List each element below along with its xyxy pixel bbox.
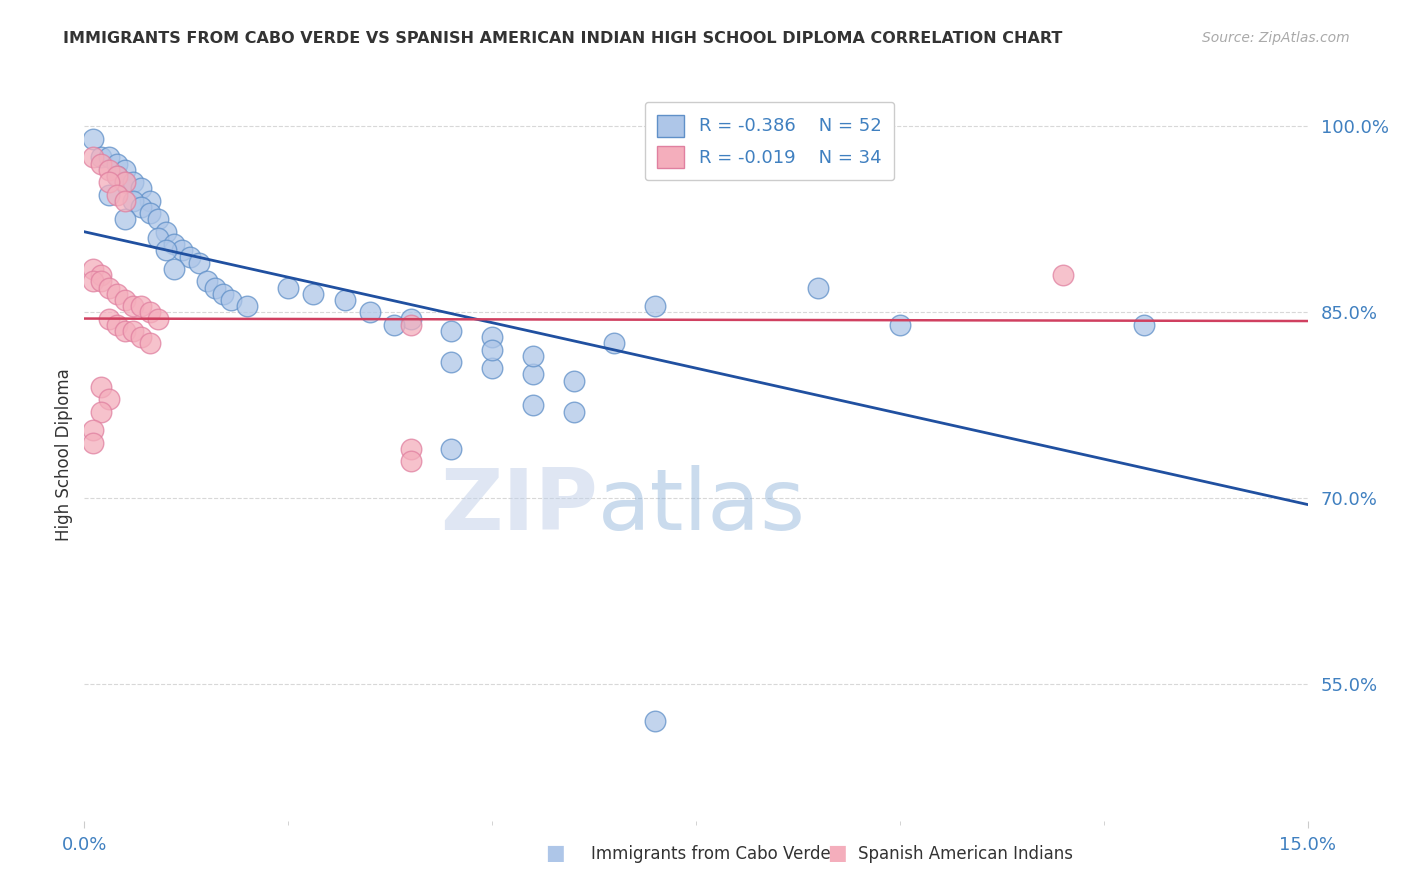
Point [122,175,145,189]
Point [301,286,323,301]
Point [105,187,128,202]
Point [97,392,120,406]
Point [1133,318,1156,332]
Point [172,244,194,258]
Point [603,336,626,351]
Point [90,156,112,170]
Point [163,262,186,277]
Point [114,324,136,338]
Point [90,150,112,164]
Point [1052,268,1074,282]
Point [163,237,186,252]
Point [195,274,218,288]
Point [97,175,120,189]
Point [889,318,911,332]
Point [187,256,209,270]
Point [82,132,104,146]
Point [114,175,136,189]
Point [562,374,585,388]
Text: ■: ■ [546,843,565,863]
Point [131,330,153,344]
Point [131,299,153,313]
Point [105,169,128,183]
Point [97,187,120,202]
Point [105,156,128,170]
Point [399,311,422,326]
Point [440,442,463,456]
Point [481,330,503,344]
Point [219,293,242,307]
Point [399,318,422,332]
Point [138,305,160,319]
Text: ■: ■ [827,843,846,863]
Point [122,194,145,208]
Point [335,293,357,307]
Point [97,150,120,164]
Point [204,280,226,294]
Point [481,343,503,357]
Text: IMMIGRANTS FROM CABO VERDE VS SPANISH AMERICAN INDIAN HIGH SCHOOL DIPLOMA CORREL: IMMIGRANTS FROM CABO VERDE VS SPANISH AM… [63,31,1063,46]
Point [105,286,128,301]
Point [807,280,830,294]
Point [481,361,503,376]
Point [562,404,585,418]
Point [155,244,177,258]
Point [90,380,112,394]
Point [146,311,169,326]
Point [522,368,544,382]
Point [522,398,544,412]
Point [146,231,169,245]
Point [440,355,463,369]
Legend: R = -0.386    N = 52, R = -0.019    N = 34: R = -0.386 N = 52, R = -0.019 N = 34 [644,102,894,180]
Text: atlas: atlas [598,465,806,548]
Point [277,280,299,294]
Point [82,274,104,288]
Y-axis label: High School Diploma: High School Diploma [55,368,73,541]
Point [114,175,136,189]
Point [644,299,666,313]
Point [82,150,104,164]
Point [114,162,136,177]
Point [97,280,120,294]
Text: Immigrants from Cabo Verde: Immigrants from Cabo Verde [591,846,831,863]
Point [105,318,128,332]
Point [90,274,112,288]
Point [122,299,145,313]
Point [236,299,259,313]
Point [138,336,160,351]
Point [105,169,128,183]
Point [90,404,112,418]
Point [212,286,235,301]
Point [359,305,381,319]
Point [138,194,160,208]
Text: Source: ZipAtlas.com: Source: ZipAtlas.com [1202,31,1350,45]
Text: ZIP: ZIP [440,465,598,548]
Point [399,454,422,468]
Point [82,435,104,450]
Point [179,250,201,264]
Point [82,423,104,437]
Point [399,442,422,456]
Point [382,318,405,332]
Point [114,194,136,208]
Point [138,206,160,220]
Point [82,262,104,277]
Point [155,225,177,239]
Point [97,311,120,326]
Text: Spanish American Indians: Spanish American Indians [858,846,1073,863]
Point [644,714,666,729]
Point [131,181,153,195]
Point [146,212,169,227]
Point [131,200,153,214]
Point [522,349,544,363]
Point [122,324,145,338]
Point [114,212,136,227]
Point [440,324,463,338]
Point [97,162,120,177]
Point [90,268,112,282]
Point [114,293,136,307]
